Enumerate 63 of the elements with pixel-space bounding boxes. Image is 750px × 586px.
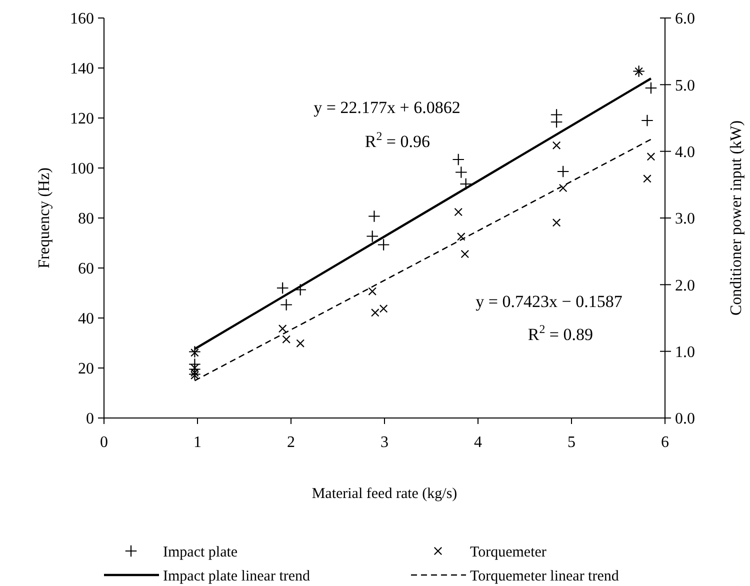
point bbox=[190, 348, 199, 357]
x-tick-label: 2 bbox=[287, 434, 295, 451]
y2-tick-label: 5.0 bbox=[675, 77, 695, 94]
point bbox=[368, 287, 376, 296]
y-axis-title: Frequency (Hz) bbox=[36, 168, 53, 268]
y2-tick-label: 3.0 bbox=[675, 210, 695, 228]
annotation: y = 22.177x + 6.0862 bbox=[314, 98, 460, 117]
point bbox=[558, 184, 568, 192]
annotation: R$^{2}$ = 0.89 bbox=[528, 322, 593, 344]
x-tick-label: 1 bbox=[194, 434, 202, 451]
point bbox=[556, 165, 570, 178]
y2-tick-label: 2.0 bbox=[675, 277, 695, 294]
y2-tick-label: 4.0 bbox=[675, 144, 695, 161]
point bbox=[188, 346, 201, 358]
legend-label: Impact plate linear trend bbox=[163, 568, 311, 584]
y-tick-label: 120 bbox=[70, 110, 94, 128]
y2-axis-title: Conditioner power input (kW) bbox=[728, 120, 745, 316]
point bbox=[190, 371, 199, 380]
point bbox=[278, 324, 287, 333]
point bbox=[552, 141, 561, 150]
y-tick-label: 140 bbox=[70, 60, 94, 78]
legend-label: Torquemeter bbox=[470, 544, 546, 560]
point bbox=[454, 208, 463, 216]
point bbox=[377, 238, 390, 251]
y2-tick-label: 1.0 bbox=[675, 344, 695, 361]
y-tick-label: 40 bbox=[78, 310, 94, 328]
point bbox=[643, 174, 652, 183]
point bbox=[379, 304, 388, 313]
legend-label: Torquemeter linear trend bbox=[470, 568, 620, 584]
point bbox=[552, 218, 561, 227]
point bbox=[550, 116, 563, 128]
x-tick-label: 3 bbox=[380, 434, 388, 451]
point bbox=[294, 284, 307, 296]
y-tick-label: 60 bbox=[78, 260, 94, 278]
y-tick-label: 20 bbox=[78, 360, 94, 378]
point bbox=[296, 339, 304, 348]
y-tick-label: 100 bbox=[70, 160, 94, 178]
y-tick-label: 0 bbox=[86, 410, 94, 428]
point bbox=[460, 250, 470, 258]
annotation: R$^{2}$ = 0.96 bbox=[364, 129, 430, 151]
point bbox=[641, 114, 654, 127]
point bbox=[280, 298, 292, 311]
y-tick-label: 160 bbox=[70, 10, 94, 28]
point bbox=[276, 282, 289, 294]
point bbox=[646, 152, 656, 161]
y2-tick-label: 0.0 bbox=[675, 410, 695, 428]
point bbox=[282, 335, 290, 344]
x-tick-label: 5 bbox=[568, 434, 576, 451]
x-tick-label: 6 bbox=[661, 434, 669, 451]
x-tick-label: 4 bbox=[474, 434, 482, 451]
y-tick-label: 80 bbox=[78, 210, 94, 228]
point bbox=[452, 153, 465, 166]
y2-tick-label: 6.0 bbox=[675, 10, 695, 28]
point bbox=[366, 230, 379, 242]
point bbox=[454, 166, 468, 178]
x-tick-label: 0 bbox=[100, 434, 108, 451]
point bbox=[644, 82, 658, 94]
legend-label: Impact plate bbox=[163, 544, 238, 560]
annotation: y = 0.7423x − 0.1587 bbox=[476, 292, 623, 311]
point bbox=[368, 210, 380, 222]
point bbox=[371, 308, 380, 317]
point bbox=[457, 232, 466, 241]
x-axis-title: Material feed rate (kg/s) bbox=[312, 486, 458, 502]
